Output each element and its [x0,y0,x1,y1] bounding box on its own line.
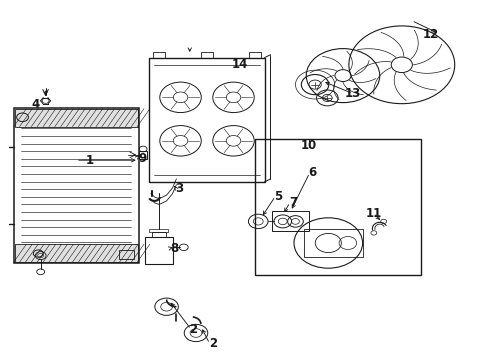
Bar [272,211,309,231]
Text: 2: 2 [209,337,217,350]
Text: 13: 13 [344,87,361,100]
Bar [249,52,261,58]
Bar [304,229,363,257]
Bar [153,52,165,58]
Text: 1: 1 [86,154,94,167]
Bar [255,139,421,275]
Text: 10: 10 [300,139,317,152]
Text: 11: 11 [365,207,382,220]
Text: 9: 9 [138,152,146,165]
Bar [149,229,168,232]
Text: 5: 5 [274,190,282,203]
Text: 14: 14 [232,58,248,71]
Bar [145,237,173,264]
Bar [119,250,134,259]
Bar [14,108,139,263]
Text: 3: 3 [175,183,183,195]
Text: 8: 8 [171,242,179,255]
Bar [149,58,265,182]
Bar [152,232,166,237]
Bar [139,151,147,159]
Text: 4: 4 [31,98,39,111]
Text: 2: 2 [190,323,197,336]
Bar [15,109,138,127]
Text: 12: 12 [423,28,440,41]
Bar [201,52,213,58]
Text: 6: 6 [309,166,317,179]
Bar [15,244,138,262]
Text: 7: 7 [289,196,297,209]
